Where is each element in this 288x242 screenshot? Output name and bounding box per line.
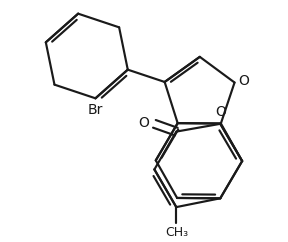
- Text: O: O: [215, 105, 226, 119]
- Text: O: O: [139, 116, 149, 130]
- Text: O: O: [238, 74, 249, 88]
- Text: Br: Br: [88, 103, 103, 117]
- Text: CH₃: CH₃: [165, 226, 188, 239]
